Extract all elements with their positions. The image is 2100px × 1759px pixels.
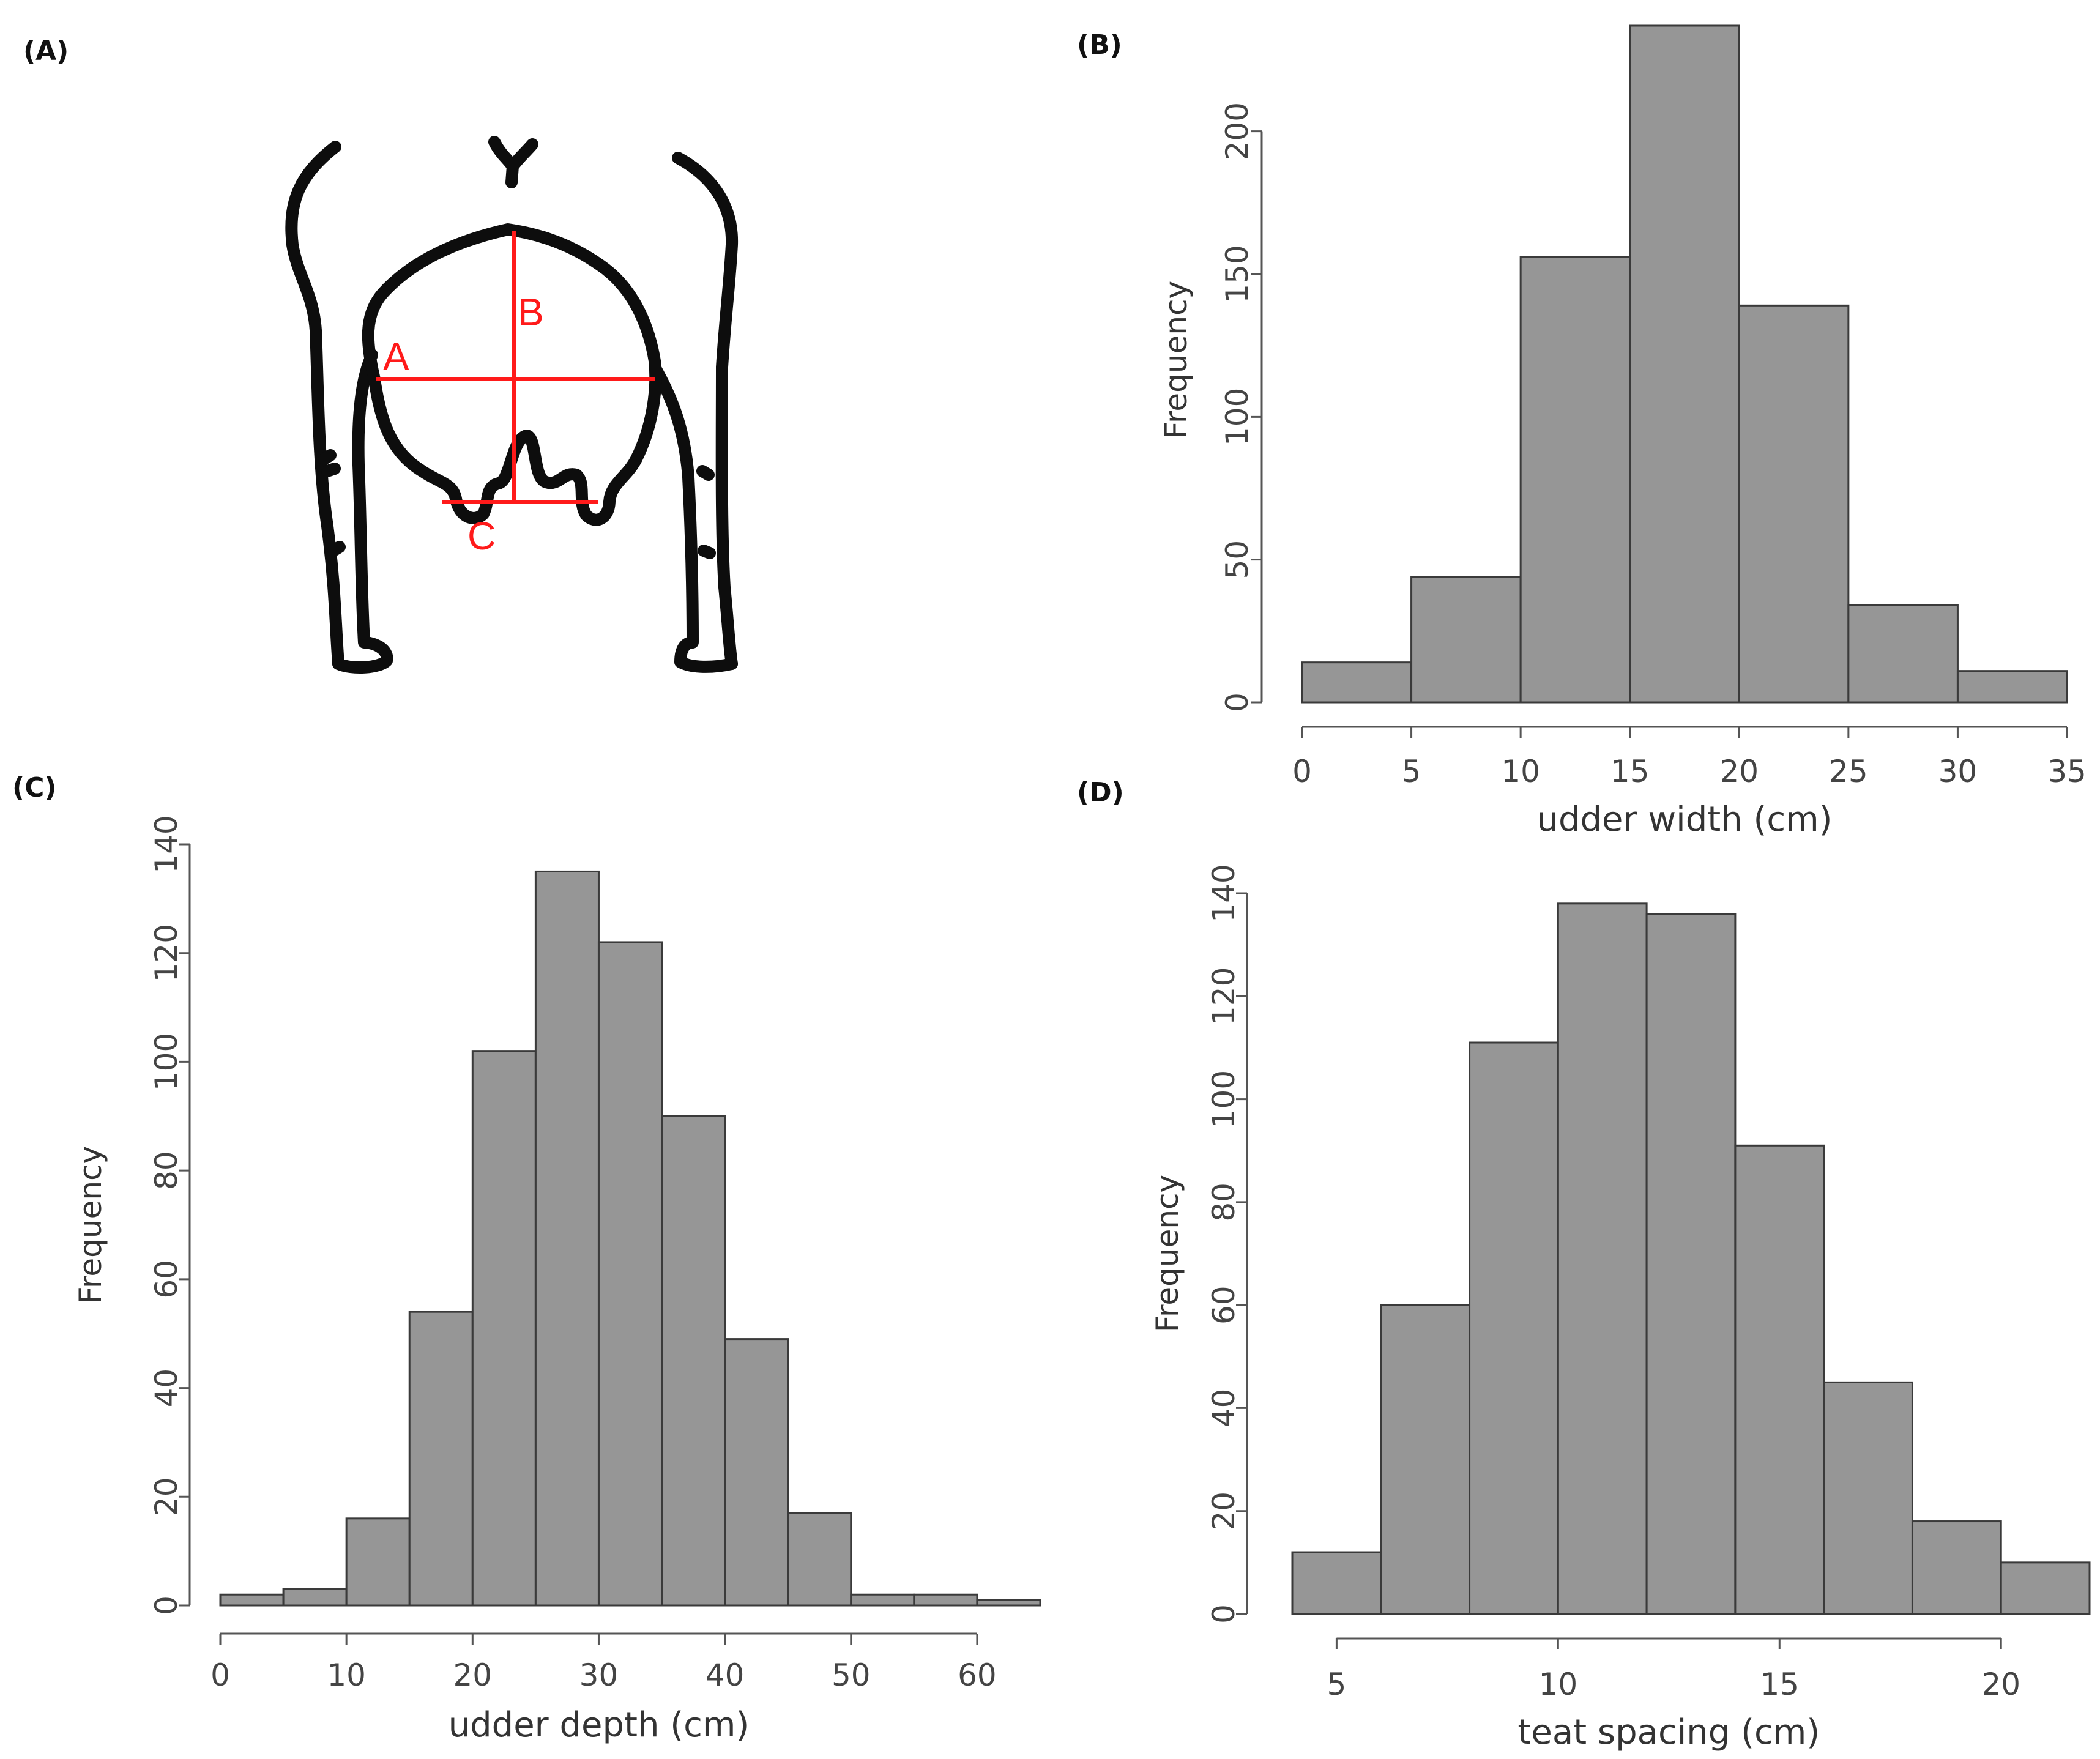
y-tick-label: 140 bbox=[149, 815, 184, 873]
x-axis-title: udder depth (cm) bbox=[449, 1705, 750, 1745]
histogram-bar bbox=[1557, 902, 1648, 1615]
x-tick-label: 15 bbox=[1610, 754, 1650, 789]
y-axis-title: Frequency bbox=[1150, 1175, 1185, 1333]
y-axis-title: Frequency bbox=[73, 1146, 108, 1304]
panel-label-b: (B) bbox=[1077, 29, 1122, 61]
histogram-bar bbox=[1738, 304, 1850, 704]
histogram-bar bbox=[282, 1588, 348, 1607]
y-tick-label: 80 bbox=[1206, 1183, 1242, 1222]
x-tick-label: 20 bbox=[1981, 1667, 2020, 1702]
y-tick-label: 0 bbox=[1219, 693, 1255, 712]
x-tick-label: 50 bbox=[832, 1657, 871, 1693]
y-tick-label: 100 bbox=[149, 1033, 184, 1091]
y-tick-label: 20 bbox=[149, 1477, 184, 1516]
histogram-bar bbox=[1301, 661, 1413, 704]
histogram-bar bbox=[1469, 1041, 1559, 1615]
y-tick-label: 80 bbox=[149, 1151, 184, 1190]
histogram-bar bbox=[1410, 576, 1522, 704]
y-tick-label: 100 bbox=[1206, 1070, 1242, 1128]
x-tick-label: 30 bbox=[1938, 754, 1978, 789]
x-tick-label: 0 bbox=[1292, 754, 1312, 789]
y-tick-label: 200 bbox=[1219, 102, 1255, 160]
y-tick-label: 0 bbox=[1206, 1604, 1242, 1624]
x-tick-label: 40 bbox=[706, 1657, 745, 1693]
cow-outline bbox=[285, 136, 739, 674]
histogram-bar bbox=[1911, 1520, 2002, 1615]
label-c: C bbox=[467, 514, 496, 558]
y-tick-label: 150 bbox=[1219, 245, 1255, 303]
histogram-bar bbox=[408, 1311, 474, 1607]
histogram-bar bbox=[1380, 1304, 1471, 1615]
histogram-bar bbox=[1956, 670, 2068, 704]
x-tick-label: 30 bbox=[579, 1657, 619, 1693]
x-tick-label: 0 bbox=[210, 1657, 230, 1693]
histogram-bar bbox=[2000, 1561, 2091, 1615]
panel-label-d: (D) bbox=[1077, 777, 1124, 808]
x-tick-label: 10 bbox=[1539, 1667, 1578, 1702]
x-tick-label: 5 bbox=[1327, 1667, 1346, 1702]
y-tick-label: 120 bbox=[1206, 967, 1242, 1025]
y-tick-label: 50 bbox=[1219, 540, 1255, 579]
x-tick-label: 10 bbox=[1501, 754, 1540, 789]
x-tick-label: 20 bbox=[453, 1657, 492, 1693]
y-tick-label: 20 bbox=[1206, 1492, 1242, 1531]
x-axis-title: udder width (cm) bbox=[1536, 800, 1832, 839]
y-tick-label: 60 bbox=[1206, 1285, 1242, 1325]
histogram-bar bbox=[1734, 1144, 1825, 1615]
panel-label-c: (C) bbox=[12, 772, 57, 803]
histogram-bar bbox=[787, 1512, 852, 1607]
histogram-bar bbox=[1847, 604, 1959, 704]
y-tick-label: 0 bbox=[149, 1596, 184, 1615]
histogram-bar bbox=[345, 1517, 411, 1607]
panel-label-a: (A) bbox=[23, 35, 69, 67]
histogram-bar bbox=[976, 1599, 1041, 1607]
x-tick-label: 20 bbox=[1719, 754, 1759, 789]
histogram-bar bbox=[1823, 1381, 1913, 1615]
x-tick-label: 35 bbox=[2047, 754, 2087, 789]
label-b: B bbox=[518, 290, 544, 334]
y-axis-title: Frequency bbox=[1158, 281, 1194, 439]
y-tick-label: 100 bbox=[1219, 388, 1255, 446]
label-a: A bbox=[383, 335, 409, 379]
x-tick-label: 25 bbox=[1829, 754, 1868, 789]
histogram-bar bbox=[1645, 913, 1737, 1615]
y-tick-label: 40 bbox=[1206, 1389, 1242, 1428]
histogram-bar bbox=[1519, 256, 1631, 704]
y-tick-label: 40 bbox=[149, 1369, 184, 1408]
histogram-bar bbox=[724, 1338, 789, 1607]
y-tick-label: 140 bbox=[1206, 864, 1242, 922]
y-tick-label: 60 bbox=[149, 1260, 184, 1299]
x-axis-title: teat spacing (cm) bbox=[1517, 1713, 1820, 1752]
histogram-bar bbox=[597, 941, 663, 1607]
x-tick-label: 10 bbox=[327, 1657, 366, 1693]
x-tick-label: 15 bbox=[1760, 1667, 1799, 1702]
histogram-bar bbox=[1629, 24, 1740, 704]
measurement-lines bbox=[376, 231, 655, 504]
x-tick-label: 5 bbox=[1402, 754, 1421, 789]
histogram-bar bbox=[1291, 1551, 1382, 1615]
y-tick-label: 120 bbox=[149, 924, 184, 982]
x-tick-label: 60 bbox=[958, 1657, 997, 1693]
